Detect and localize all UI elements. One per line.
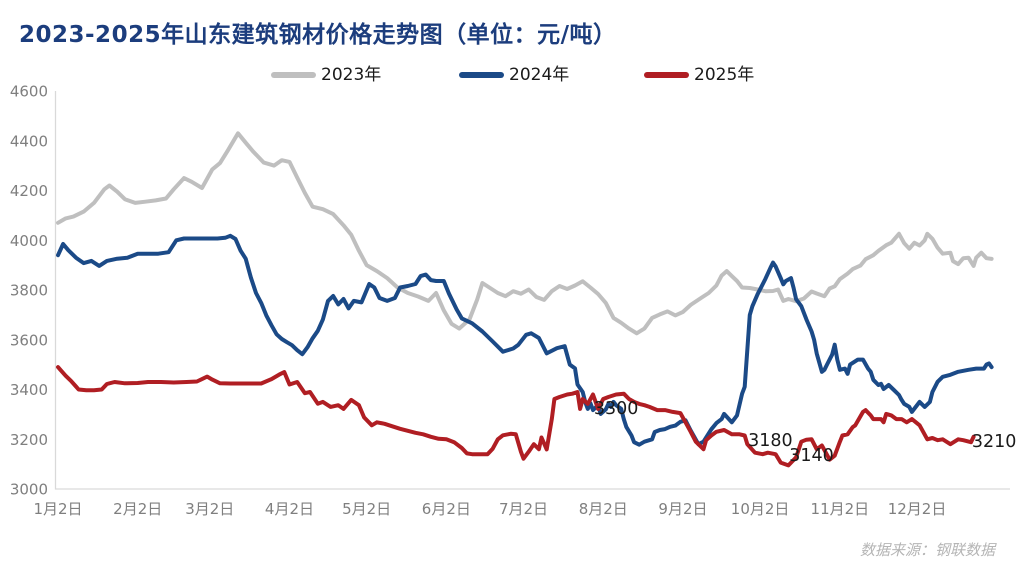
legend-dash-2023-icon (271, 72, 316, 78)
y-axis-tick-label: 3000 (10, 481, 48, 499)
chart-title: 2023-2025年山东建筑钢材价格走势图（单位：元/吨） (19, 22, 617, 48)
annotation-3300: 3300 (594, 399, 639, 419)
x-axis-tick-label: 12月2日 (888, 500, 947, 518)
axis-lines (54, 91, 1010, 490)
y-axis-tick-label: 4400 (10, 132, 48, 150)
y-axis-tick-label: 3800 (10, 282, 48, 300)
series-line-2023年 (56, 131, 994, 336)
legend-label-2024: 2024年 (509, 65, 570, 85)
legend-label-2025: 2025年 (694, 65, 755, 85)
x-axis-tick-label: 2月2日 (113, 500, 162, 518)
legend-dash-2024-icon (459, 72, 504, 78)
legend-item-2024[interactable]: 2024年 (459, 64, 569, 86)
x-axis-tick-label: 7月2日 (499, 500, 548, 518)
x-axis-tick-label: 4月2日 (265, 500, 314, 518)
chart-legend: 2023年 2024年 2025年 (0, 64, 1022, 86)
x-axis-tick-label: 9月2日 (658, 500, 707, 518)
x-axis-tick-label: 11月2日 (811, 500, 870, 518)
annotation-3180: 3180 (748, 431, 793, 451)
annotation-3140: 3140 (789, 446, 834, 466)
x-axis-tick-label: 8月2日 (579, 500, 628, 518)
legend-item-2023[interactable]: 2023年 (271, 64, 381, 86)
x-axis-tick-label: 10月2日 (731, 500, 790, 518)
data-source-note: 数据来源：钢联数据 (859, 541, 995, 559)
y-axis-tick-label: 3600 (10, 331, 48, 349)
y-axis-tick-label: 4200 (10, 182, 48, 200)
series-line-2024年 (56, 233, 994, 447)
legend-item-2025[interactable]: 2025年 (644, 64, 754, 86)
legend-label-2023: 2023年 (321, 65, 382, 85)
x-axis-tick-label: 6月2日 (422, 500, 471, 518)
y-axis-tick-label: 4600 (10, 83, 48, 101)
y-axis-tick-label: 4000 (10, 232, 48, 250)
x-axis-tick-label: 3月2日 (185, 500, 234, 518)
y-axis-tick-label: 3200 (10, 431, 48, 449)
y-axis-tick-label: 3400 (10, 381, 48, 399)
series-line-2025年 (56, 365, 976, 468)
legend-dash-2025-icon (644, 72, 689, 78)
x-axis-tick-label: 5月2日 (342, 500, 391, 518)
x-axis-tick-label: 1月2日 (33, 500, 82, 518)
annotation-3210: 3210 (972, 432, 1017, 452)
